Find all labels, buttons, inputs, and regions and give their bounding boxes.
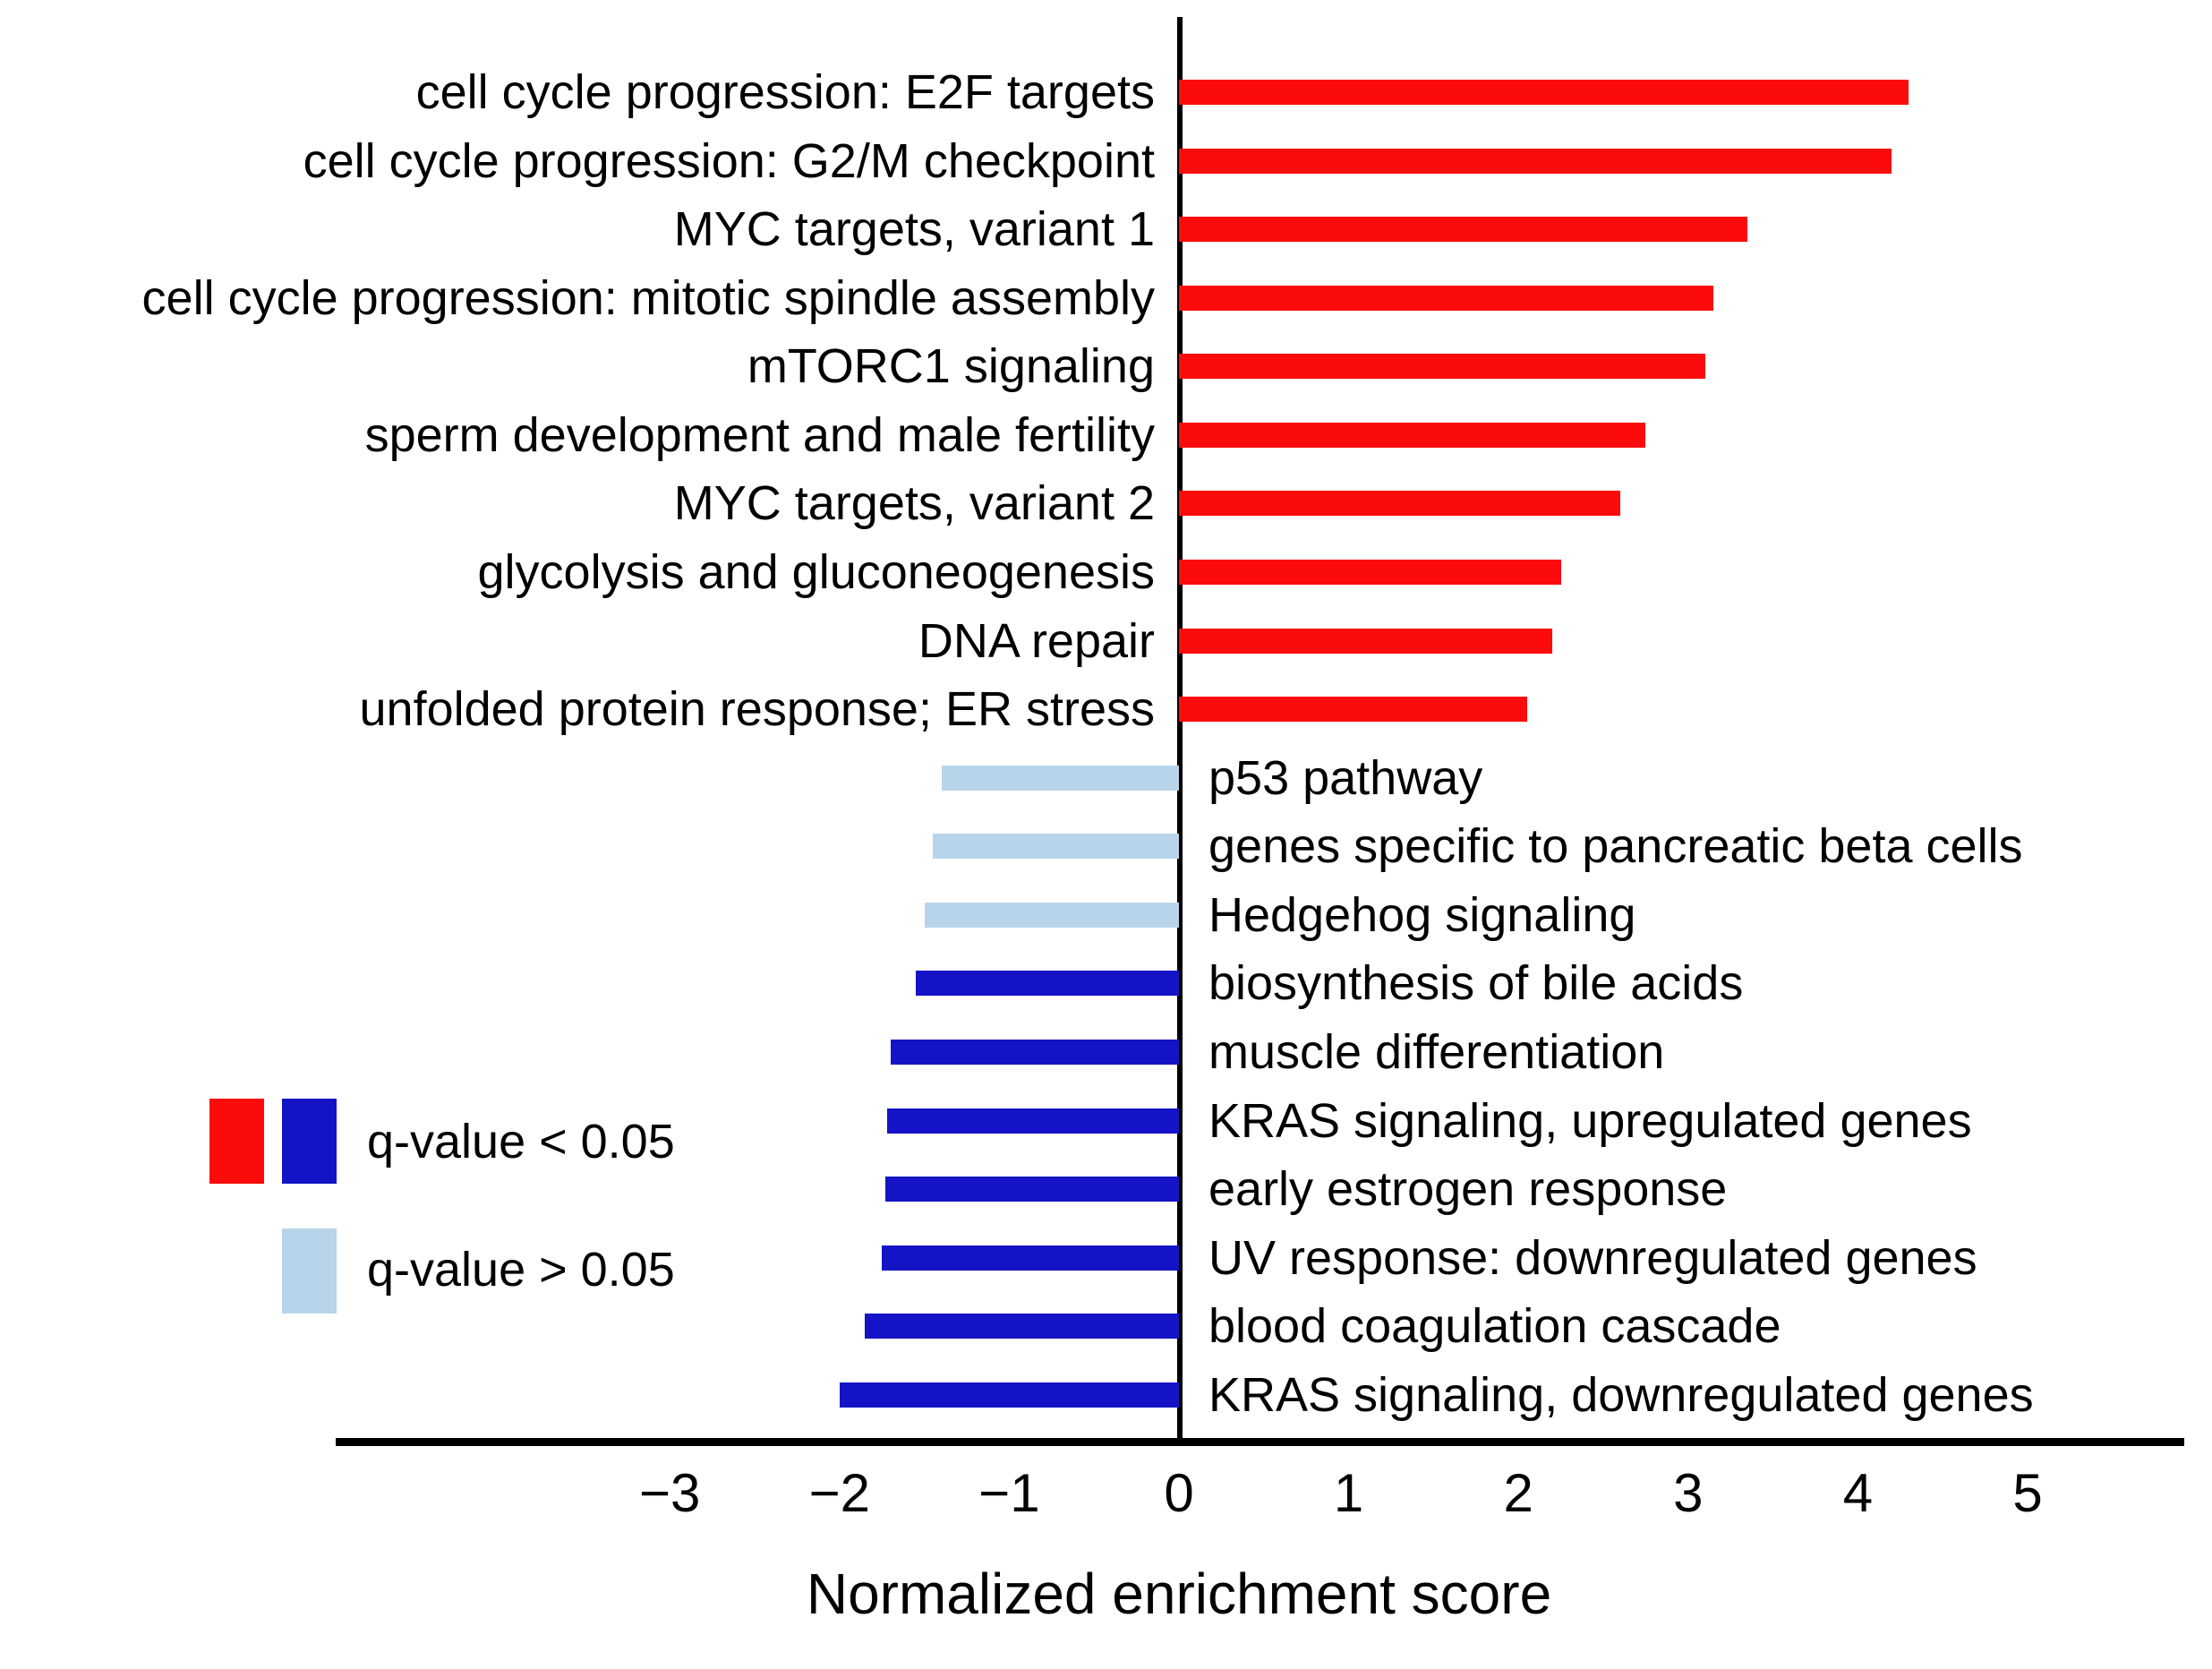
bar [941,765,1179,791]
bar [1179,422,1646,448]
bar-label: glycolysis and gluconeogenesis [477,544,1155,599]
bar [1179,354,1705,380]
bar [1179,559,1561,585]
x-tick-label: 3 [1673,1463,1704,1523]
bar [886,1108,1179,1134]
bar [1179,80,1909,105]
bar-label: MYC targets, variant 2 [673,476,1155,531]
legend-swatch-up-significant [209,1099,264,1184]
bar [865,1314,1179,1339]
bar-label: muscle differentiation [1208,1024,1665,1079]
bar-label: cell cycle progression: G2/M checkpoint [303,133,1155,188]
bar-label: MYC targets, variant 1 [673,202,1155,257]
bar [924,902,1179,928]
bar [1179,217,1748,243]
bar [884,1177,1179,1203]
bar-label: sperm development and male fertility [364,407,1155,462]
x-tick-label: −2 [808,1463,871,1523]
bar [882,1245,1179,1271]
bar [839,1382,1179,1408]
legend-label-nonsignificant: q-value > 0.05 [367,1243,675,1297]
bar [1179,285,1714,311]
bar [1179,148,1892,174]
bar-label: mTORC1 signaling [747,339,1155,394]
bar [1179,491,1620,517]
bar [1179,697,1527,723]
bar-label: blood coagulation cascade [1208,1299,1781,1354]
legend-label-significant: q-value < 0.05 [367,1115,675,1168]
bar-label: KRAS signaling, downregulated genes [1208,1367,2034,1422]
bar-label: UV response: downregulated genes [1208,1230,1977,1285]
legend-swatch-down-significant [282,1099,337,1184]
bar-label: p53 pathway [1208,750,1483,805]
legend-swatch-nonsignificant [282,1228,337,1314]
x-tick-label: 1 [1333,1463,1364,1523]
x-tick-label: 0 [1164,1463,1194,1523]
x-axis-title: Normalized enrichment score [806,1562,1552,1626]
bar-label: cell cycle progression: E2F targets [415,65,1155,119]
bar-label: genes specific to pancreatic beta cells [1208,819,2023,874]
x-tick-label: 5 [2012,1463,2043,1523]
x-tick-label: 4 [1842,1463,1874,1523]
bar-label: biosynthesis of bile acids [1208,956,1744,1011]
bar [1179,628,1553,654]
bar [933,834,1179,860]
x-tick-label: −1 [978,1463,1040,1523]
x-tick-label: 2 [1503,1463,1533,1523]
bar-label: cell cycle progression: mitotic spindle … [141,270,1155,325]
bar-label: Hedgehog signaling [1208,887,1636,942]
bar [916,971,1179,997]
bar-label: unfolded protein response; ER stress [359,682,1156,737]
bar-label: early estrogen response [1208,1162,1728,1217]
x-tick-label: −3 [638,1463,701,1523]
bar-label: DNA repair [918,613,1155,668]
bar-label: KRAS signaling, upregulated genes [1208,1093,1972,1148]
x-axis-line [336,1438,2184,1446]
bar [890,1039,1179,1065]
zero-axis-line [1177,17,1183,1442]
